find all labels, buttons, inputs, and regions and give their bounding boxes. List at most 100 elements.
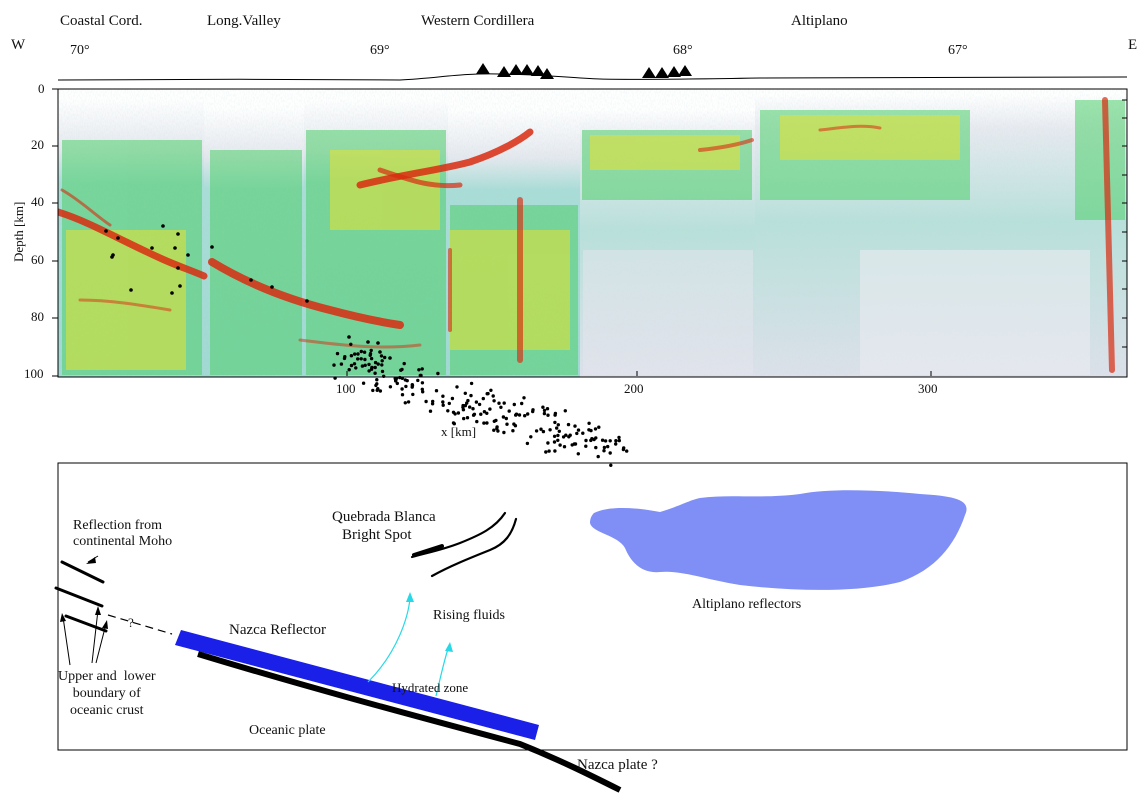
earthquake-dot <box>529 435 533 439</box>
earthquake-dot <box>406 400 411 404</box>
earthquake-dot <box>531 409 535 414</box>
earthquake-dot <box>587 428 591 432</box>
earthquake-dot <box>474 400 479 404</box>
quebrada-blanca-label-1: Quebrada Blanca <box>332 509 436 525</box>
earthquake-dot <box>603 439 608 443</box>
depth-tick-label: 0 <box>38 81 45 96</box>
earthquake-dot <box>395 381 399 386</box>
earthquake-dot <box>420 387 424 391</box>
earthquake-dot <box>621 447 626 452</box>
earthquake-dot <box>400 393 405 397</box>
earthquake-dot <box>368 353 372 357</box>
earthquake-dot <box>441 394 445 398</box>
earthquake-dot <box>495 426 499 431</box>
earthquake-dot <box>497 401 501 405</box>
earthquake-dot <box>356 357 360 361</box>
earthquake-dot <box>403 401 407 405</box>
earthquake-dot <box>502 430 506 435</box>
earthquake-dot <box>403 378 407 382</box>
longitude-tick-label: 67° <box>948 43 968 58</box>
earthquake-dot <box>546 441 550 445</box>
x-tick-label: 200 <box>624 381 644 396</box>
earthquake-dot <box>564 433 568 437</box>
earthquake-dot <box>404 384 408 389</box>
earthquake-dot <box>382 374 386 378</box>
region-label-altiplano: Altiplano <box>791 13 848 29</box>
earthquake-dot <box>416 378 420 383</box>
earthquake-dot <box>614 442 618 446</box>
earthquake-dot <box>361 381 366 385</box>
altiplano-reflectors-label: Altiplano reflectors <box>692 597 802 612</box>
earthquake-dot <box>373 371 377 375</box>
earthquake-dot <box>369 348 373 353</box>
earthquake-dot <box>411 392 415 397</box>
earthquake-dot <box>469 393 473 398</box>
earthquake-dot <box>502 401 506 405</box>
earthquake-dot <box>482 410 487 414</box>
earthquake-dot <box>596 454 600 459</box>
earthquake-dot <box>383 355 387 360</box>
earthquake-dot <box>373 365 377 370</box>
earthquake-dot <box>420 381 425 385</box>
x-tick-label: 300 <box>918 381 938 396</box>
earthquake-dot <box>451 421 456 425</box>
earthquake-dot <box>477 402 482 407</box>
earthquake-dot <box>333 376 337 380</box>
earthquake-dot <box>417 368 421 372</box>
earthquake-dot <box>617 435 621 440</box>
earthquake-dot <box>547 449 551 453</box>
earthquake-dot <box>369 356 374 361</box>
depth-tick-label: 60 <box>31 252 44 267</box>
earthquake-dot <box>589 438 593 443</box>
earthquake-dot <box>494 418 498 423</box>
earthquake-dot <box>462 416 466 421</box>
earthquake-dot <box>356 352 360 356</box>
earthquake-dot <box>468 405 472 409</box>
earthquake-dot <box>573 424 577 428</box>
earthquake-dot <box>375 378 379 382</box>
earthquake-dot <box>465 416 470 420</box>
earthquake-dot <box>380 363 384 367</box>
earthquake-dot <box>394 378 398 382</box>
earthquake-dot <box>367 362 371 367</box>
earthquake-dot <box>587 421 591 425</box>
earthquake-dot <box>562 445 567 449</box>
earthquake-dot <box>347 368 351 372</box>
earthquake-dot <box>512 402 516 407</box>
earthquake-dot <box>418 373 422 378</box>
earthquake-dot <box>485 411 489 415</box>
earthquake-dot <box>461 403 465 408</box>
earthquake-dot <box>434 389 439 393</box>
earthquake-dot <box>617 438 621 443</box>
earthquake-dot <box>431 399 435 404</box>
earthquake-dot <box>542 408 547 413</box>
earthquake-dot <box>511 429 515 433</box>
region-label-long-valley: Long.Valley <box>207 13 281 29</box>
rising-fluids-label: Rising fluids <box>433 608 505 623</box>
earthquake-dot <box>371 388 375 393</box>
earthquake-dot <box>363 357 367 362</box>
earthquake-dot <box>352 362 357 366</box>
earthquake-dot <box>447 401 451 406</box>
depth-tick-label: 80 <box>31 309 44 324</box>
earthquake-dot <box>380 359 384 363</box>
altiplano-reflector-shape <box>590 490 967 590</box>
earthquake-dot <box>359 349 363 354</box>
longitude-tick-label: 69° <box>370 43 390 58</box>
earthquake-dot <box>482 421 486 425</box>
earthquake-dot <box>379 354 384 358</box>
earthquake-dot <box>614 439 618 443</box>
earthquake-dot <box>556 433 560 438</box>
depth-tick-label: 100 <box>24 366 44 381</box>
earthquake-dot <box>501 415 506 419</box>
earthquake-dot <box>486 391 490 396</box>
earthquake-dot <box>349 363 354 368</box>
longitude-tick-label: 70° <box>70 43 90 58</box>
quebrada-blanca-label-2: Bright Spot <box>342 527 412 543</box>
earthquake-dot <box>602 449 606 453</box>
earthquake-dot <box>475 419 479 424</box>
region-label-coastal: Coastal Cord. <box>60 13 143 29</box>
earthquake-dot <box>504 416 508 421</box>
earthquake-dot <box>602 445 607 450</box>
